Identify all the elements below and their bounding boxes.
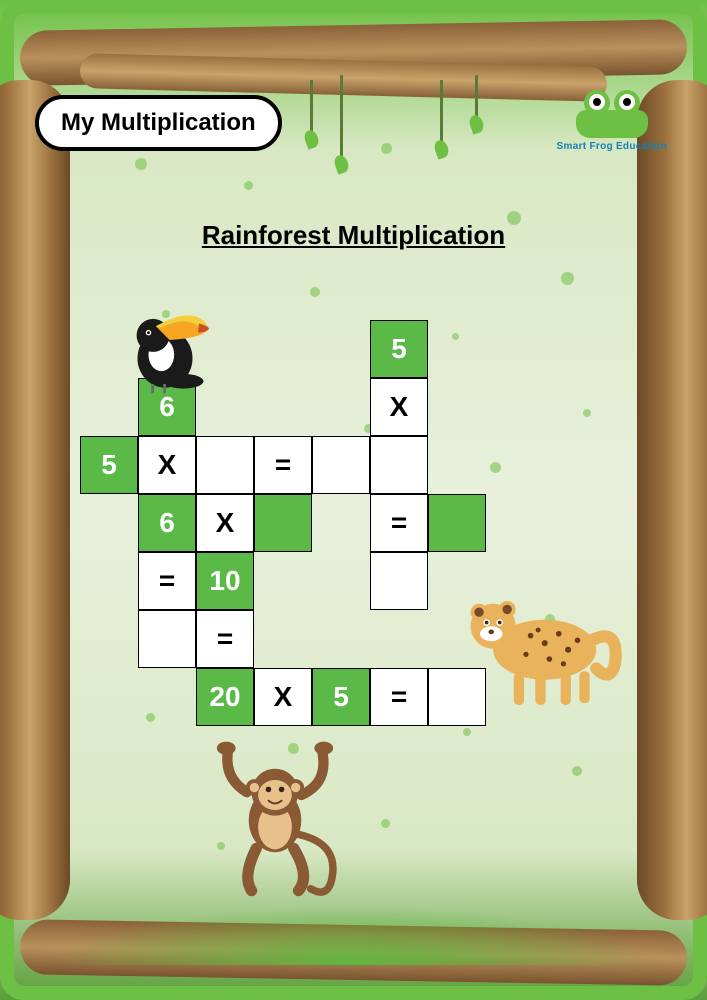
grid-cell: 5: [312, 668, 370, 726]
grid-cell-blank[interactable]: [254, 494, 312, 552]
grid-cell-blank[interactable]: [370, 436, 428, 494]
tree-trunk-left: [0, 80, 70, 920]
worksheet-title: Rainforest Multiplication: [0, 220, 707, 251]
frog-body-icon: [576, 110, 648, 138]
vine-decoration: [310, 80, 313, 140]
page-title-text: My Multiplication: [61, 109, 256, 136]
grid-cell: 5: [370, 320, 428, 378]
grass-bottom: [50, 905, 657, 965]
vine-decoration: [340, 75, 343, 165]
monkey-illustration: [200, 740, 350, 915]
toucan-illustration: [110, 285, 220, 400]
grid-cell: X: [254, 668, 312, 726]
grid-cell: 20: [196, 668, 254, 726]
grid-cell: =: [370, 494, 428, 552]
grid-cell: X: [196, 494, 254, 552]
grid-cell: X: [138, 436, 196, 494]
grid-cell: X: [370, 378, 428, 436]
grid-cell: =: [196, 610, 254, 668]
grid-cell-blank[interactable]: [138, 610, 196, 668]
grid-cell: 5: [80, 436, 138, 494]
grid-cell: 6: [138, 494, 196, 552]
grid-cell-blank[interactable]: [428, 494, 486, 552]
grid-cell: =: [254, 436, 312, 494]
leopard-illustration: [455, 570, 625, 725]
brand-logo-text: Smart Frog Education: [557, 141, 667, 152]
grid-cell-blank[interactable]: [196, 436, 254, 494]
vine-decoration: [440, 80, 443, 150]
page-title-pill: My Multiplication: [35, 95, 282, 151]
brand-logo: Smart Frog Education: [557, 90, 667, 152]
grid-cell-blank[interactable]: [312, 436, 370, 494]
tree-trunk-right: [637, 80, 707, 920]
grid-cell: 10: [196, 552, 254, 610]
grid-cell: =: [138, 552, 196, 610]
vine-decoration: [475, 75, 478, 125]
grid-cell-blank[interactable]: [370, 552, 428, 610]
grid-cell: =: [370, 668, 428, 726]
